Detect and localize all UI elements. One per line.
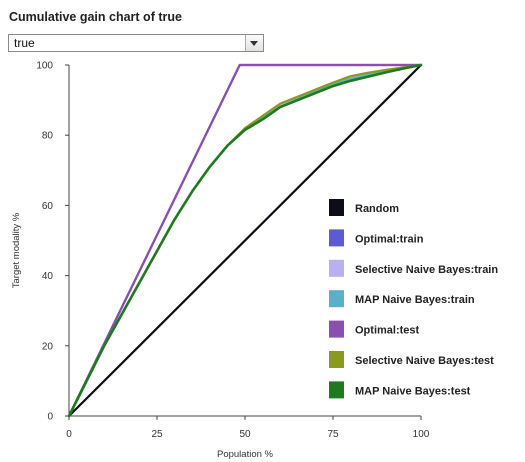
y-tick-label: 20 xyxy=(42,341,54,352)
x-tick-label: 75 xyxy=(327,429,339,440)
x-axis-title: Population % xyxy=(217,449,274,460)
legend-label-3: Selective Naive Bayes:train xyxy=(355,264,498,276)
legend-swatch-1 xyxy=(329,199,344,216)
y-tick-label: 80 xyxy=(42,131,54,142)
select-dropdown-button[interactable] xyxy=(245,35,263,51)
x-tick-label: 25 xyxy=(151,429,163,440)
select-value: true xyxy=(14,36,35,50)
series-line-1 xyxy=(67,63,423,418)
plot-area xyxy=(67,63,423,418)
target-modality-select[interactable]: true xyxy=(8,34,264,52)
series-line-5 xyxy=(67,63,423,418)
legend: Random Optimal:train Selective Naive Bayes… xyxy=(329,199,498,399)
legend-label-4: MAP Naive Bayes:train xyxy=(355,294,475,306)
legend-label-2: Optimal:train xyxy=(355,233,424,245)
y-tick-label: 0 xyxy=(47,412,53,423)
series-line-7 xyxy=(67,63,423,418)
legend-swatch-4 xyxy=(329,290,344,308)
legend-label-5: Optimal:test xyxy=(355,325,420,337)
chevron-down-icon xyxy=(250,41,258,46)
x-tick-label: 100 xyxy=(413,429,430,440)
y-tick-label: 40 xyxy=(42,271,54,282)
axes: 0 20 40 60 80 100 0 25 50 75 100 Population % Target… xyxy=(11,61,430,461)
legend-label-6: Selective Naive Bayes:test xyxy=(355,355,494,367)
y-tick-label: 60 xyxy=(42,201,54,212)
y-tick-label: 100 xyxy=(36,61,53,72)
legend-swatch-3 xyxy=(329,259,344,277)
x-tick-label: 0 xyxy=(66,429,72,440)
chart-title: Cumulative gain chart of true xyxy=(9,10,182,24)
legend-label-7: MAP Naive Bayes:test xyxy=(355,385,471,397)
legend-swatch-7 xyxy=(329,381,344,399)
legend-swatch-6 xyxy=(329,351,344,368)
legend-label-1: Random xyxy=(355,203,399,215)
legend-swatch-2 xyxy=(329,229,344,247)
legend-swatch-5 xyxy=(329,320,344,338)
x-tick-label: 50 xyxy=(239,429,251,440)
y-axis-title: Target modality % xyxy=(11,212,22,288)
